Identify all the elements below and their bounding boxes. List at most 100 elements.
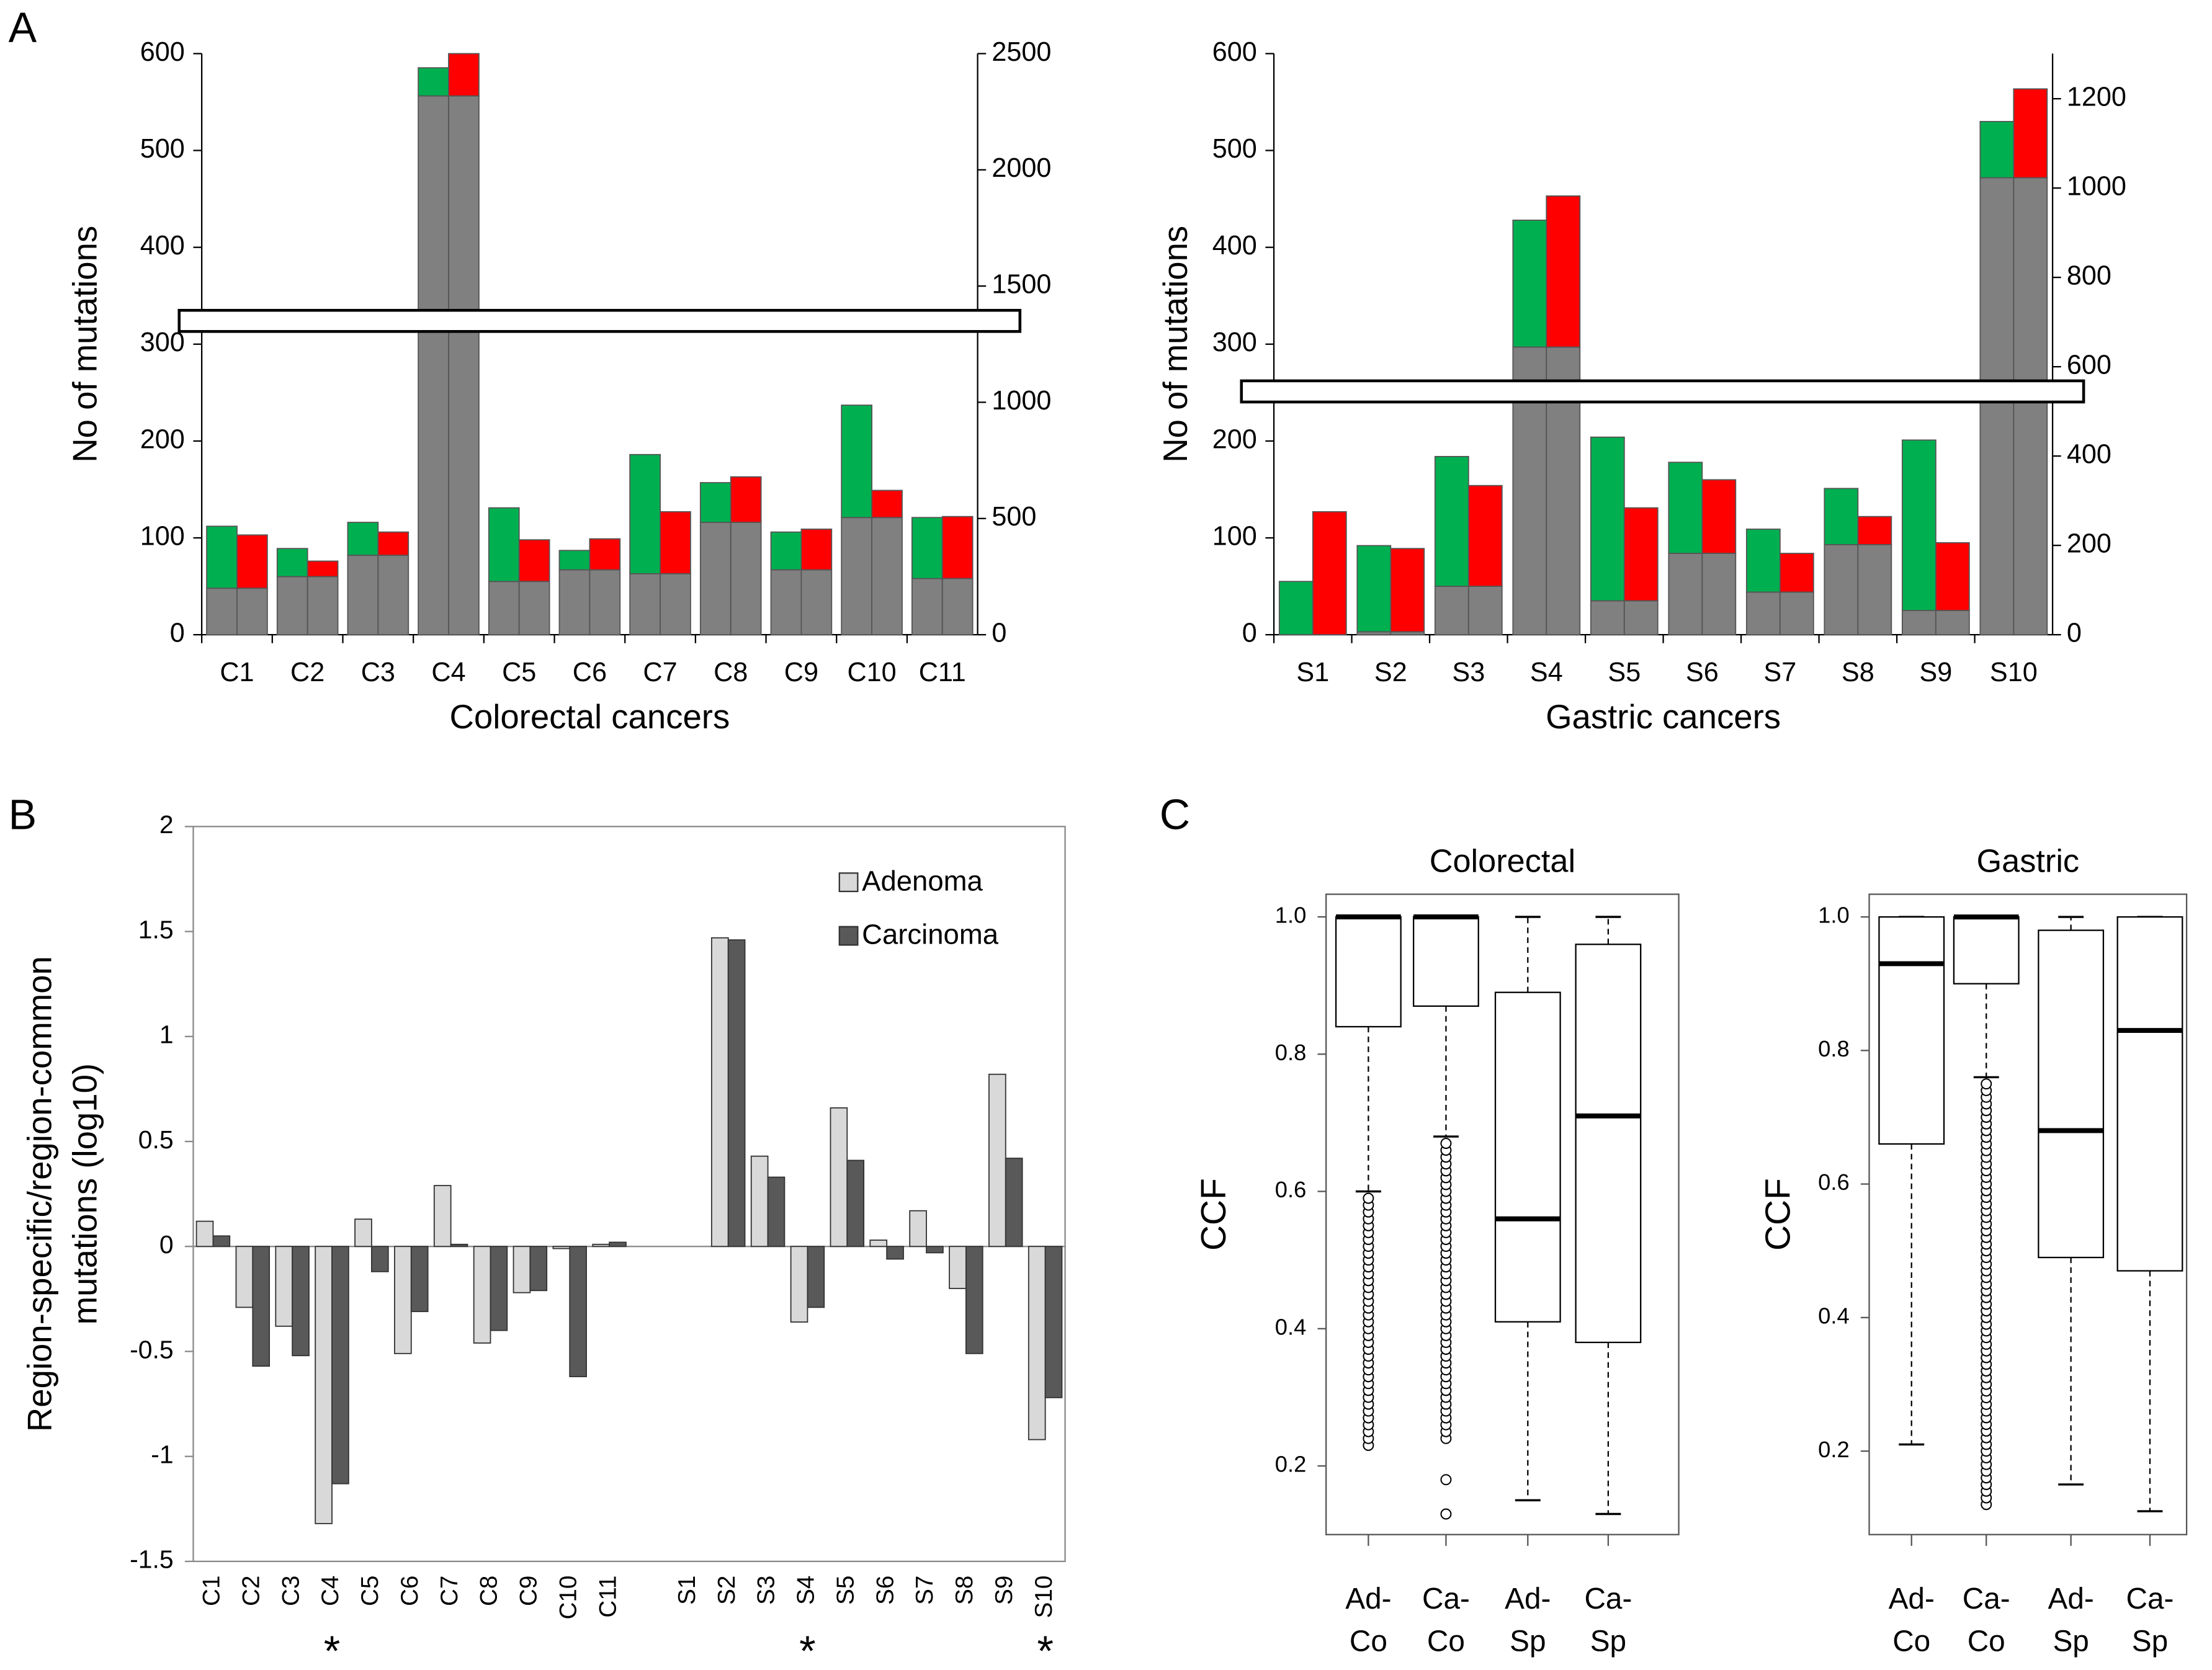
bar: [315, 1246, 333, 1524]
y-tick-label: 0.2: [1818, 1437, 1850, 1462]
bar-specific: [1467, 484, 1503, 587]
y-tick-label: 600: [1212, 37, 1257, 67]
bar: [807, 1246, 825, 1308]
x-tick-label: Sp: [1510, 1625, 1546, 1658]
bar-common: [276, 576, 308, 636]
x-tick-label: S4: [1530, 658, 1563, 687]
y2-tick-label: 200: [2067, 529, 2111, 559]
bar-specific: [1590, 436, 1625, 602]
bar-common: [911, 578, 943, 636]
bar-common: [699, 522, 732, 636]
y-tick-label: 300: [1212, 328, 1257, 357]
bar-common: [377, 555, 410, 636]
x-tick-label: S8: [1842, 658, 1874, 687]
bar-common: [236, 587, 268, 636]
x-tick-label: Ad-: [2048, 1583, 2093, 1615]
bar-specific: [448, 53, 480, 97]
bar-specific: [1312, 511, 1347, 636]
bar: [790, 1246, 808, 1323]
bar-specific: [1979, 120, 2015, 179]
bar: [195, 1220, 214, 1248]
bar-specific: [1512, 220, 1547, 348]
bar-common: [2013, 177, 2048, 636]
bar-common: [800, 569, 833, 636]
y-axis-title: CCF: [1758, 1178, 1798, 1251]
y2-tick-label: 2000: [992, 153, 1051, 183]
axis-break: [1240, 379, 2085, 404]
x-tick-label: C10: [847, 658, 896, 687]
plot-frame: [1325, 893, 1680, 1535]
x-tick-label: C9: [784, 658, 818, 687]
x-tick-label: Co: [1892, 1625, 1930, 1658]
bar-specific: [236, 534, 268, 589]
bar-specific: [1546, 195, 1581, 348]
bar-specific: [518, 539, 550, 583]
bar-specific: [558, 550, 591, 571]
y-tick-label: 500: [1212, 134, 1257, 164]
x-tick-label: Ca-: [1422, 1583, 1470, 1615]
bar-common: [307, 576, 339, 636]
y-tick-label: 0: [159, 1230, 174, 1259]
bar-specific: [1857, 516, 1892, 545]
legend-swatch: [838, 872, 859, 893]
x-tick-label: S7: [911, 1576, 938, 1605]
x-tick-label: S1: [674, 1576, 701, 1605]
bar: [394, 1246, 412, 1354]
x-tick-label: S1: [1296, 658, 1329, 687]
axis-break: [177, 308, 1022, 333]
x-tick-label: Ad-: [1889, 1583, 1935, 1615]
bar-common: [1745, 591, 1781, 636]
bar-specific: [589, 538, 621, 571]
x-tick-label: Ad-: [1345, 1583, 1391, 1615]
x-tick-label: S3: [1452, 658, 1485, 687]
bar-specific: [770, 531, 802, 571]
y-tick-label: 100: [1212, 521, 1257, 551]
bar-specific: [1668, 462, 1703, 554]
bar: [292, 1246, 310, 1357]
bar: [965, 1246, 983, 1354]
bar-specific: [1935, 542, 1970, 612]
y-tick-label: 1.5: [138, 915, 174, 944]
x-tick-label: Ca-: [1584, 1583, 1632, 1615]
bar: [767, 1176, 786, 1248]
bar: [354, 1218, 372, 1248]
x-tick-label: S5: [832, 1576, 859, 1605]
y2-tick-label: 0: [2067, 618, 2082, 648]
y2-tick-label: 2500: [992, 37, 1051, 67]
bar-common: [1857, 544, 1892, 636]
x-tick-label: S10: [1990, 658, 2038, 687]
chart-title: Colorectal: [1430, 843, 1575, 879]
x-tick-label: C3: [361, 658, 395, 687]
bar-specific: [307, 560, 339, 578]
annotation: *: [324, 1628, 341, 1670]
y-tick-label: 1.0: [1818, 903, 1850, 928]
outlier: [1440, 1508, 1452, 1520]
x-tick-label: C5: [357, 1576, 383, 1606]
y-axis-title: Region-specific/region-common: [21, 956, 59, 1432]
bar: [909, 1210, 927, 1248]
y2-tick-label: 600: [2067, 351, 2111, 380]
bar: [830, 1107, 848, 1248]
box: [2038, 929, 2105, 1259]
x-tick-label: Sp: [2132, 1625, 2168, 1658]
y-axis-title: CCF: [1194, 1178, 1234, 1251]
bar-specific: [2013, 88, 2048, 179]
bar-common: [558, 569, 591, 636]
x-tick-label: C1: [199, 1576, 225, 1606]
chart-title: Gastric: [1977, 843, 2080, 879]
bar-specific: [871, 489, 903, 519]
y-tick-label: 0.6: [1818, 1169, 1850, 1195]
plot-frame: [192, 826, 1066, 1563]
bar-common: [1935, 610, 1970, 636]
x-tick-label: C2: [290, 658, 325, 687]
x-tick-label: C6: [573, 658, 607, 687]
x-tick-label: C7: [643, 658, 677, 687]
bar: [710, 937, 729, 1248]
x-tick-label: C10: [555, 1576, 581, 1620]
y-tick-label: 0: [1242, 618, 1257, 648]
bar-common: [1824, 544, 1859, 636]
bar: [886, 1246, 904, 1260]
y-tick-label: 1: [159, 1020, 174, 1049]
bar: [529, 1246, 548, 1292]
